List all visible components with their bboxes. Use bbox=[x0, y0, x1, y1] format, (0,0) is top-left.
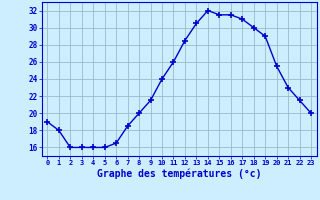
X-axis label: Graphe des températures (°c): Graphe des températures (°c) bbox=[97, 169, 261, 179]
